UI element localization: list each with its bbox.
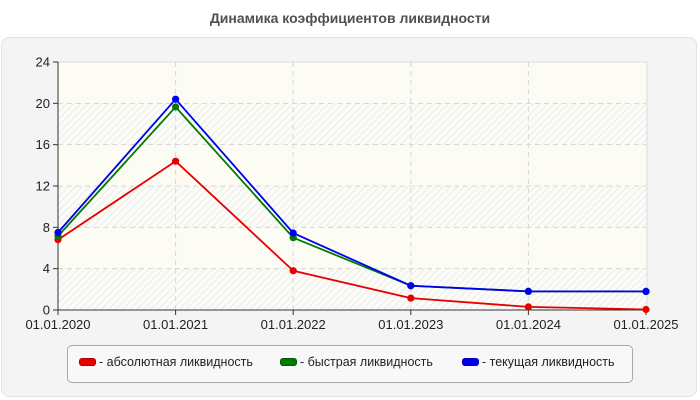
y-tick-label: 24 [36, 55, 50, 70]
x-tick-label: 01.01.2022 [261, 317, 326, 332]
data-series [54, 95, 650, 314]
y-tick-label: 4 [43, 261, 50, 276]
data-point[interactable] [642, 287, 650, 295]
data-point[interactable] [172, 103, 180, 111]
data-point[interactable] [642, 305, 650, 314]
data-point[interactable] [54, 228, 62, 237]
x-tick-label: 01.01.2023 [378, 317, 443, 332]
data-point[interactable] [172, 157, 180, 165]
series-line [54, 157, 650, 314]
legend-swatch-blue [462, 358, 479, 366]
data-point[interactable] [289, 229, 297, 237]
y-tick-label: 20 [36, 96, 50, 111]
gridlines [58, 62, 646, 310]
y-tick-label: 0 [43, 303, 50, 318]
plot-background [57, 61, 648, 311]
y-tick-label: 16 [36, 137, 50, 152]
data-point[interactable] [524, 303, 533, 311]
legend-item-quick: - быстрая ликвидность [280, 355, 433, 369]
legend-label: - абсолютная ликвидность [99, 355, 253, 369]
x-tick-label: 01.01.2021 [143, 317, 208, 332]
data-point[interactable] [524, 287, 533, 295]
legend-label: - быстрая ликвидность [300, 355, 433, 369]
legend-swatch-red [79, 358, 96, 366]
series-line [54, 95, 650, 295]
legend-item-current: - текущая ликвидность [462, 355, 615, 369]
chart-title: Динамика коэффициентов ликвидности [209, 10, 491, 26]
legend-swatch-green [280, 358, 297, 366]
y-tick-label: 8 [43, 220, 50, 235]
x-tick-label: 01.01.2024 [496, 317, 561, 332]
y-tick-label: 12 [36, 179, 50, 194]
data-point[interactable] [407, 294, 415, 302]
axes: 0 4 8 12 16 20 24 01.01.2020 01.01.2021 01.01.202… [25, 55, 678, 333]
legend: - абсолютная ликвидность - быстрая ликви… [67, 345, 633, 383]
data-point[interactable] [172, 95, 180, 103]
data-point[interactable] [407, 282, 415, 290]
data-point[interactable] [289, 267, 297, 275]
legend-item-absolute: - абсолютная ликвидность [79, 355, 253, 369]
x-tick-label: 01.01.2020 [25, 317, 90, 332]
legend-label: - текущая ликвидность [482, 355, 615, 369]
x-tick-label: 01.01.2025 [613, 317, 678, 332]
